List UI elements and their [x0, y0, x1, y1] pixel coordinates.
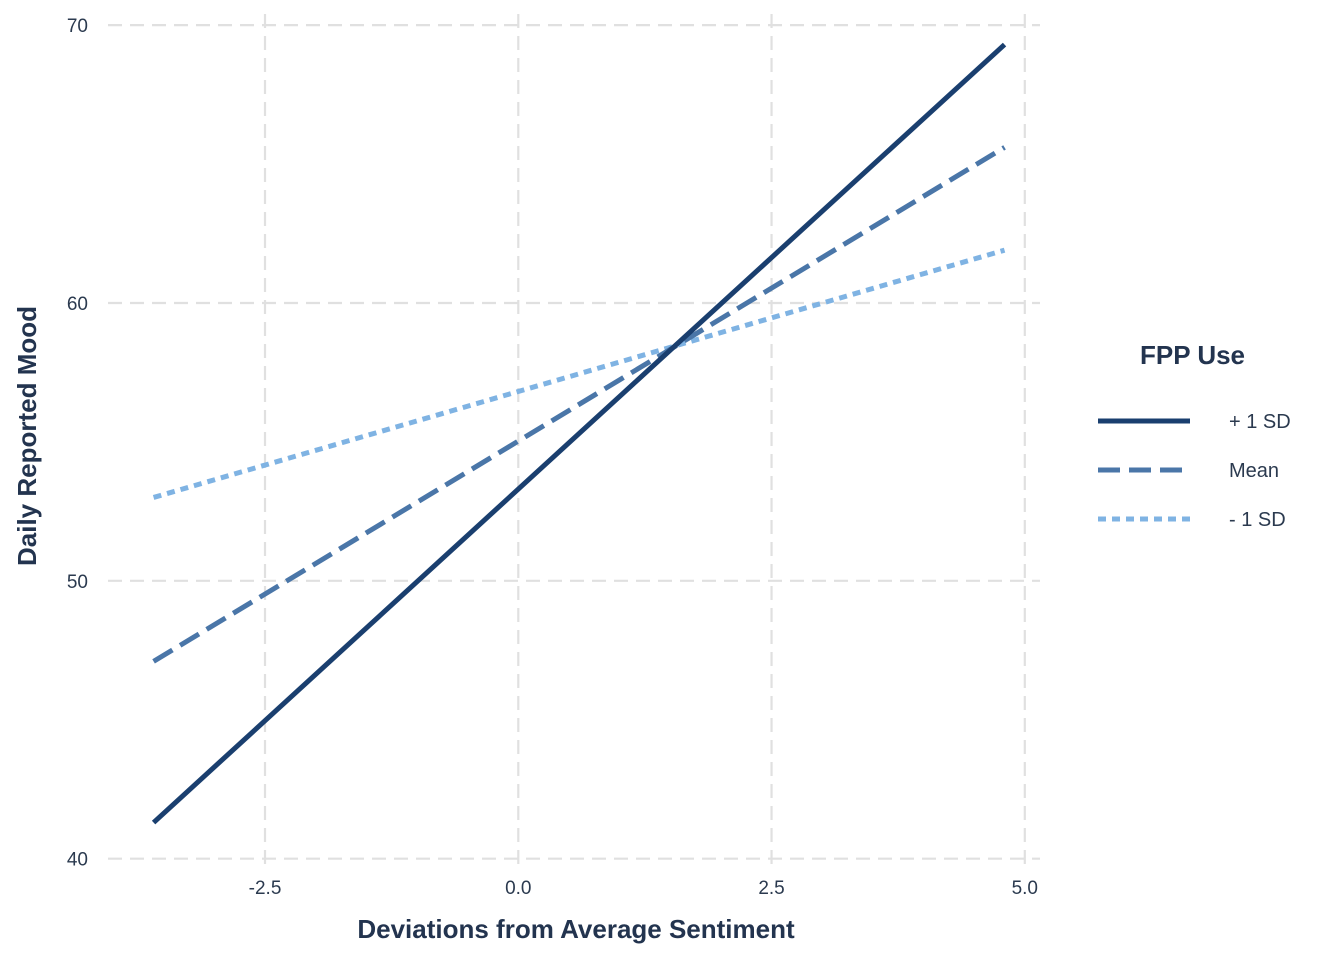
legend: FPP Use + 1 SD Mean - 1 SD [1098, 340, 1291, 531]
legend-label: + 1 SD [1229, 411, 1291, 433]
legend-items: + 1 SD Mean - 1 SD [1098, 411, 1291, 531]
series-lines [151, 42, 1007, 825]
x-axis-title: Deviations from Average Sentiment [357, 914, 795, 944]
legend-item: - 1 SD [1098, 509, 1286, 531]
legend-item: + 1 SD [1098, 411, 1291, 433]
series-line-mean [152, 145, 1006, 664]
y-tick-label: 50 [67, 572, 88, 593]
y-tick-label: 60 [67, 294, 88, 315]
y-tick-label: 40 [67, 850, 88, 871]
y-axis-title: Daily Reported Mood [12, 306, 42, 566]
legend-label: Mean [1229, 460, 1279, 482]
legend-label: - 1 SD [1229, 509, 1286, 531]
tick-labels: -2.5 0.0 2.5 5.0 40 50 60 70 [67, 16, 1038, 899]
x-tick-label: 0.0 [505, 878, 531, 899]
x-tick-label: -2.5 [249, 878, 282, 899]
y-tick-label: 70 [67, 16, 88, 37]
series-line-1-sd [151, 42, 1007, 825]
x-tick-label: 2.5 [758, 878, 784, 899]
gridlines [108, 14, 1040, 867]
x-tick-label: 5.0 [1012, 878, 1038, 899]
series-line-1-sd [152, 247, 1006, 500]
legend-item: Mean [1098, 460, 1279, 482]
legend-title: FPP Use [1140, 340, 1245, 370]
